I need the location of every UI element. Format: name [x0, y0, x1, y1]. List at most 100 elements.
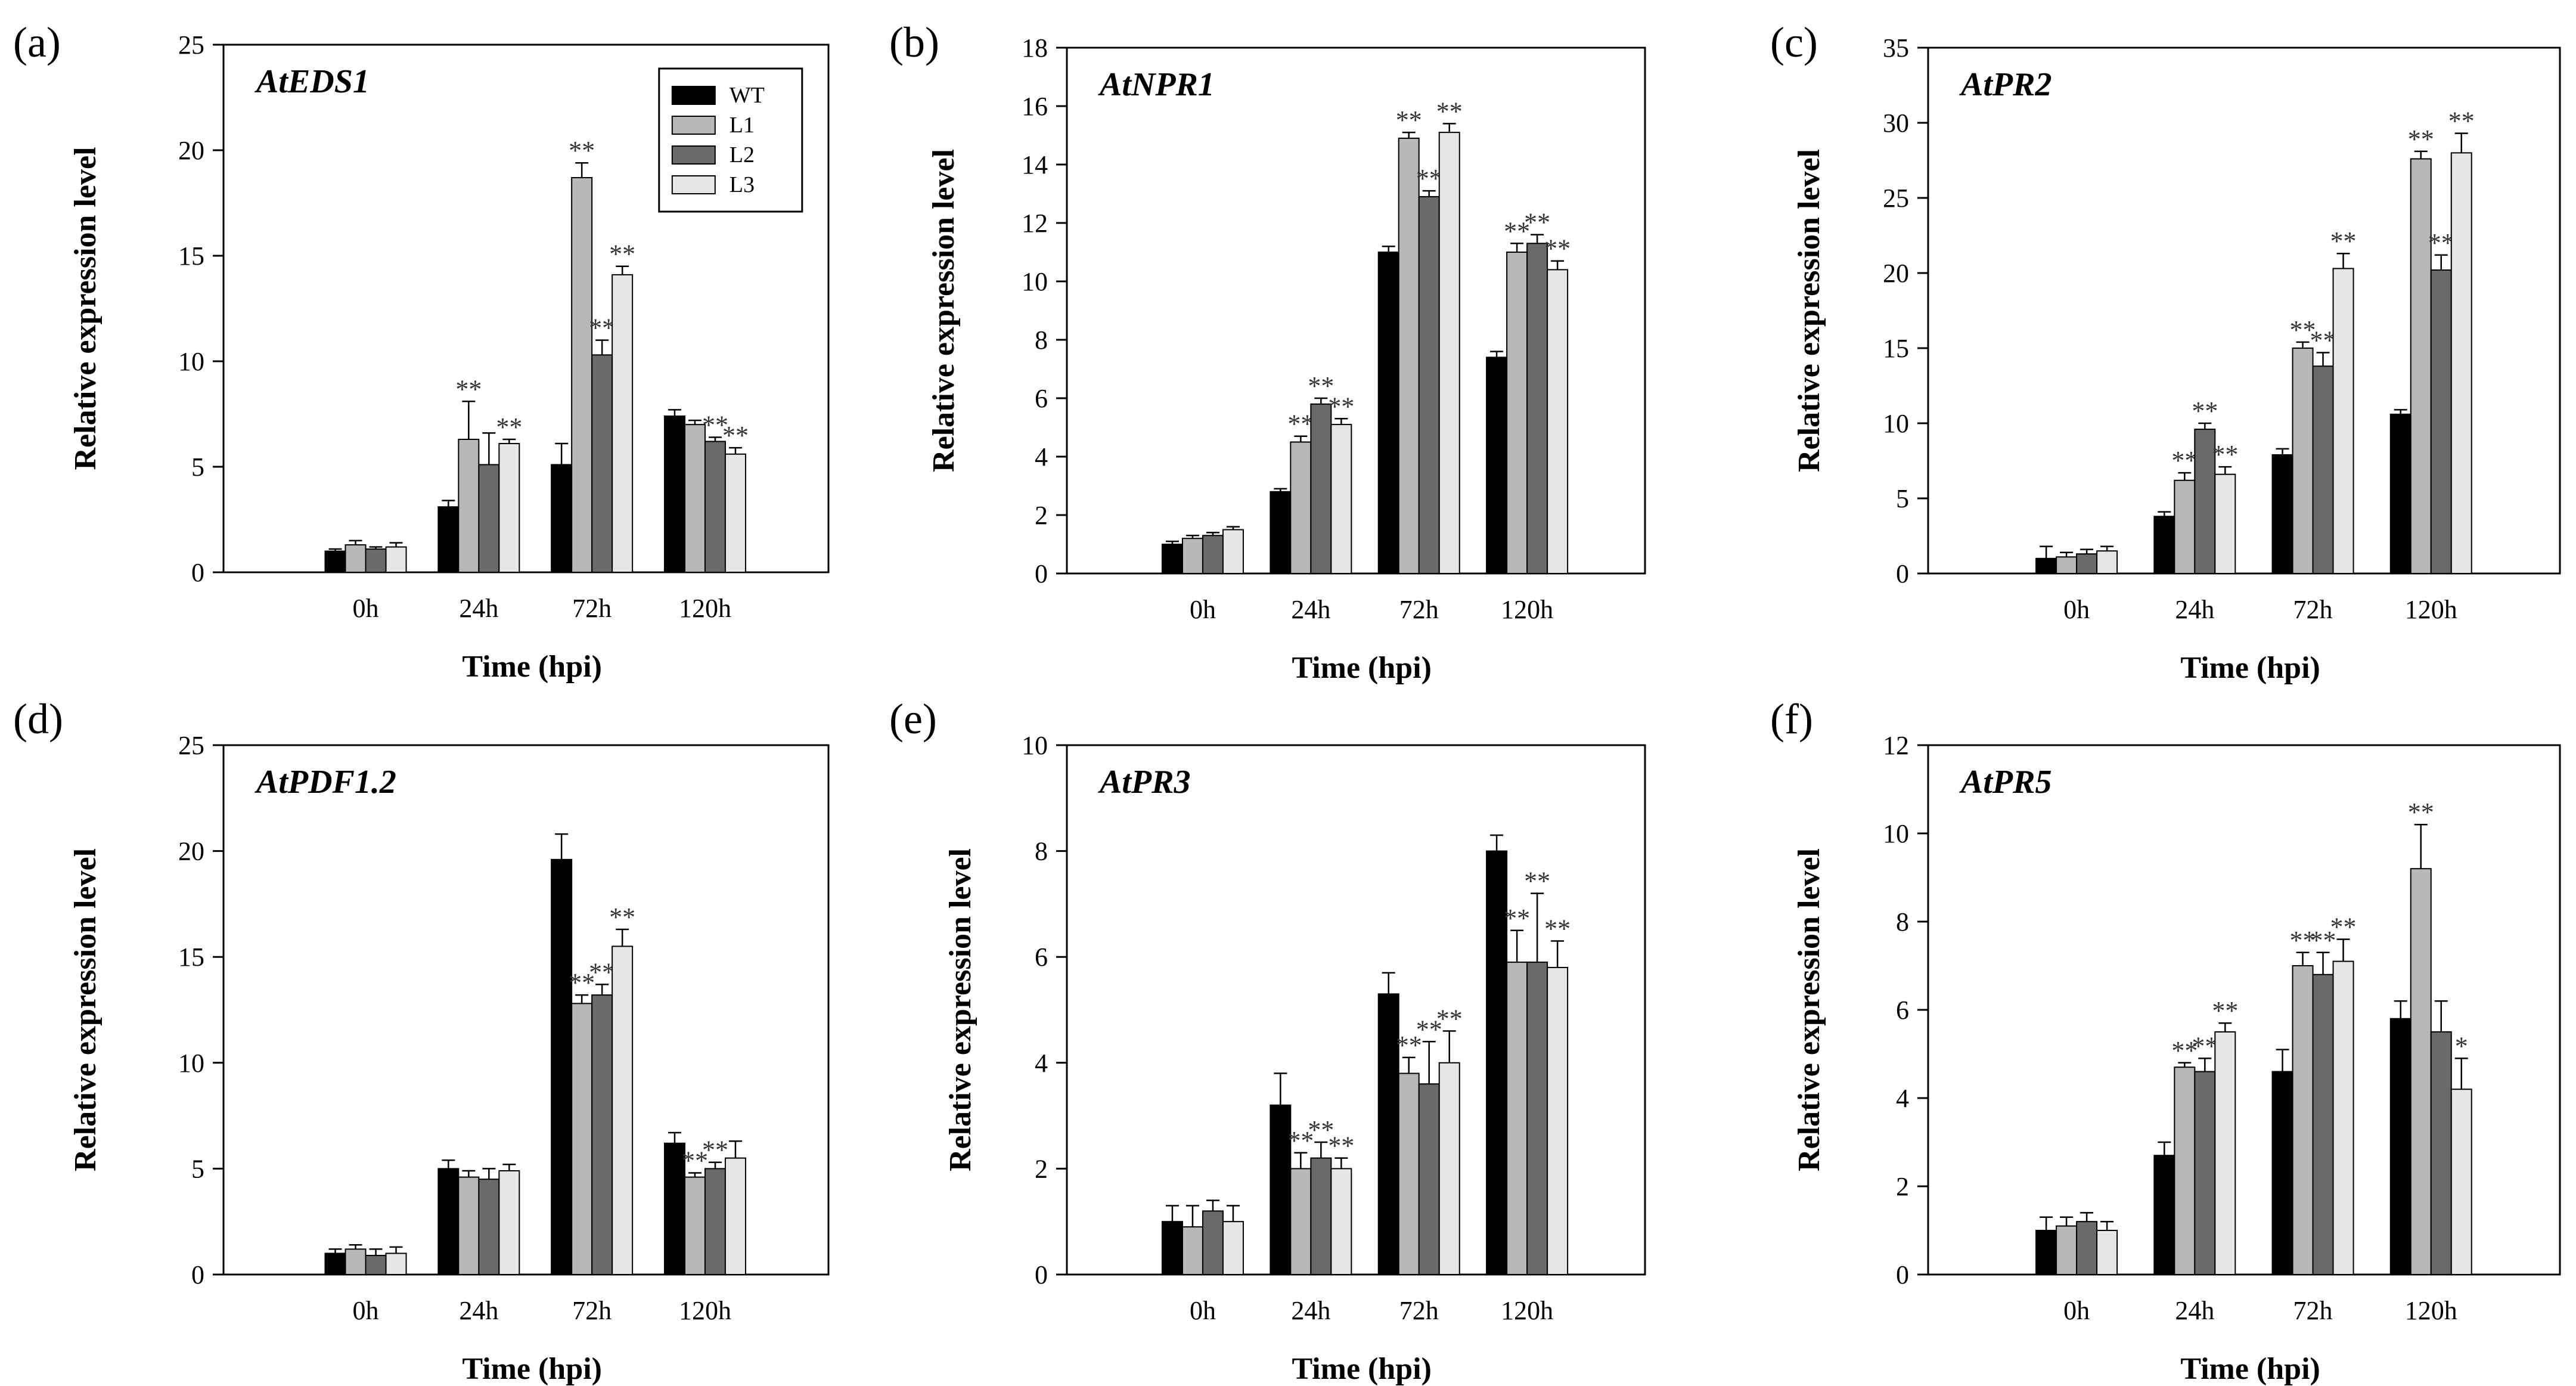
bar-wt	[551, 464, 573, 573]
bar-l1	[1290, 1168, 1312, 1276]
significance-mark: **	[1328, 392, 1354, 421]
y-tick-label: 25	[178, 30, 204, 60]
y-tick-label: 18	[1022, 33, 1048, 63]
bar-l2	[2430, 269, 2452, 574]
bar-wt	[1270, 1104, 1292, 1275]
bar-wt	[663, 416, 685, 573]
bar-l3	[2096, 550, 2118, 575]
y-tick-label: 8	[1035, 325, 1048, 355]
significance-mark: **	[2408, 798, 2434, 827]
y-tick-label: 25	[178, 731, 204, 760]
y-tick-label: 2	[1035, 1154, 1048, 1183]
bar-l1	[1506, 252, 1528, 574]
bar-l3	[612, 945, 634, 1275]
bar-l1	[1290, 441, 1312, 574]
plot-frame	[1066, 744, 1646, 1276]
significance-mark: **	[609, 240, 635, 269]
y-axis-label: Relative expression level	[69, 147, 103, 470]
gene-title: AtPR2	[1959, 66, 2052, 103]
x-tick-label: 0h	[2063, 1296, 2090, 1325]
y-tick-label: 8	[1035, 837, 1048, 866]
bar-l3	[1547, 269, 1569, 574]
bar-l3	[612, 274, 634, 573]
bar-l1	[1181, 538, 1203, 575]
y-tick-label: 15	[1883, 334, 1909, 363]
bar-l2	[1310, 403, 1332, 574]
bar-l3	[1330, 1168, 1352, 1276]
bar-l1	[1506, 962, 1528, 1275]
significance-mark: **	[2408, 125, 2434, 154]
bar-l2	[2076, 1221, 2098, 1275]
bar-l3	[385, 546, 407, 573]
bar-l3	[1330, 424, 1352, 574]
legend-label-l2: L2	[730, 142, 755, 168]
x-tick-label: 24h	[459, 594, 498, 623]
x-tick-label: 0h	[1190, 595, 1216, 624]
bar-wt	[1161, 1221, 1183, 1275]
bar-l1	[458, 1176, 480, 1276]
panel-letter: (f)	[1770, 695, 1813, 743]
plot-frame	[1066, 46, 1646, 575]
x-tick-label: 120h	[1501, 595, 1553, 624]
bar-wt	[2271, 454, 2293, 574]
y-tick-label: 8	[1896, 907, 1909, 937]
gene-title: AtNPR1	[1098, 66, 1215, 103]
y-axis-label: Relative expression level	[69, 848, 103, 1171]
bar-l3	[1438, 1062, 1460, 1276]
bar-l3	[1222, 1221, 1244, 1275]
bar-l2	[591, 994, 613, 1275]
significance-mark: **	[2428, 228, 2454, 258]
x-tick-label: 72h	[1399, 1296, 1439, 1325]
bar-wt	[2271, 1071, 2293, 1275]
y-axis-label: Relative expression level	[1792, 848, 1826, 1171]
bar-l1	[458, 438, 480, 573]
bar-l2	[2312, 365, 2334, 574]
y-tick-label: 10	[1883, 819, 1909, 848]
bar-l1	[2056, 1225, 2078, 1276]
bar-l1	[2410, 158, 2432, 575]
bar-l3	[2332, 960, 2354, 1275]
bar-l2	[704, 441, 726, 573]
legend-label-l3: L3	[730, 172, 755, 197]
significance-mark: **	[2330, 227, 2357, 256]
x-tick-label: 72h	[572, 1296, 612, 1325]
bar-l1	[571, 1003, 593, 1275]
bar-wt	[2389, 1018, 2411, 1276]
bar-l3	[724, 1157, 746, 1276]
significance-mark: **	[702, 1136, 728, 1165]
y-tick-label: 6	[1035, 942, 1048, 972]
bar-l2	[1526, 243, 1548, 574]
y-tick-label: 10	[178, 347, 204, 376]
bar-wt	[437, 506, 460, 573]
significance-mark: **	[1308, 371, 1334, 401]
y-tick-label: 20	[178, 837, 204, 866]
gene-title: AtEDS1	[255, 63, 370, 100]
significance-mark: **	[2212, 440, 2238, 469]
bar-l2	[1526, 962, 1548, 1275]
y-tick-label: 0	[1896, 1260, 1909, 1289]
y-tick-label: 14	[1022, 150, 1048, 179]
significance-mark: **	[1308, 1115, 1334, 1145]
panel-letter: (a)	[13, 18, 61, 66]
x-tick-label: 24h	[1291, 1296, 1330, 1325]
bar-wt	[1377, 252, 1399, 574]
significance-mark: **	[1396, 1031, 1422, 1060]
significance-mark: **	[1524, 208, 1550, 237]
bar-wt	[2389, 413, 2411, 574]
gene-title: AtPDF1.2	[255, 764, 396, 801]
bar-l2	[365, 548, 387, 573]
bar-l2	[478, 1179, 500, 1276]
significance-mark: **	[702, 410, 728, 439]
bar-wt	[2153, 1155, 2175, 1275]
bar-wt	[1270, 491, 1292, 574]
y-tick-label: 5	[191, 452, 204, 482]
bar-l2	[1310, 1157, 1332, 1276]
legend-swatch-l2	[671, 145, 716, 165]
bar-wt	[2153, 516, 2175, 574]
bar-l3	[498, 443, 520, 573]
significance-mark: **	[569, 136, 595, 165]
bar-l1	[344, 1248, 367, 1275]
x-axis-label: Time (hpi)	[2180, 651, 2320, 685]
significance-mark: **	[2212, 996, 2238, 1025]
plot-frame	[1927, 46, 2561, 575]
